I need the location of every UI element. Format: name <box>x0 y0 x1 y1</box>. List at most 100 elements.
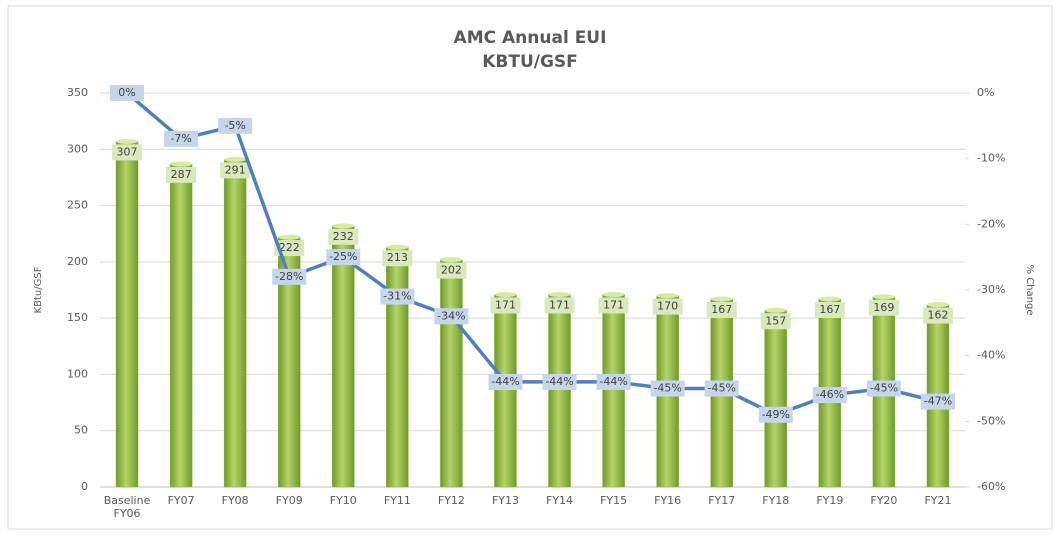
bar-label: 157 <box>765 314 786 327</box>
bar <box>494 294 517 488</box>
bar-label: 171 <box>549 299 570 312</box>
line-label: -49% <box>762 408 790 421</box>
line-label: -45% <box>708 382 736 395</box>
bar-cap <box>116 138 139 144</box>
line-label-box <box>110 85 145 101</box>
x-tick-label: FY11 <box>384 494 411 507</box>
bar-cap <box>494 292 517 298</box>
bar-label-box <box>166 166 197 183</box>
bar-label: 307 <box>117 145 138 158</box>
bar-label-box <box>922 307 953 324</box>
bar-cap <box>548 292 571 298</box>
bar-label-box <box>598 297 629 314</box>
x-tick-label: FY14 <box>546 494 573 507</box>
y-tick-label: 150 <box>67 311 88 324</box>
y-tick-label: 100 <box>67 367 88 380</box>
chart-subtitle: KBTU/GSF <box>482 52 578 72</box>
line-label-box <box>326 249 361 266</box>
bar-cap <box>278 234 301 240</box>
bar-label-box <box>814 302 845 319</box>
bar <box>764 310 788 488</box>
bar <box>386 246 409 488</box>
bar-cap <box>386 244 409 250</box>
bar-label-box <box>652 298 683 315</box>
line-label-box <box>704 380 739 397</box>
bar-cap <box>602 292 625 298</box>
bar-cap <box>224 156 247 162</box>
bar-cap <box>710 296 733 302</box>
bar-label: 170 <box>657 300 678 313</box>
x-tick-label: FY17 <box>708 494 735 507</box>
line-label: -28% <box>275 270 303 283</box>
bar-cap <box>764 307 787 313</box>
x-tick-label: FY07 <box>168 494 195 507</box>
bar-label: 162 <box>927 309 948 322</box>
bar-label-box <box>112 144 143 161</box>
line-label-box <box>920 393 955 410</box>
line-label-box <box>596 373 631 390</box>
x-tick-label: FY16 <box>654 494 681 507</box>
y2-tick-label: 0% <box>977 86 994 99</box>
line-label: -44% <box>545 375 573 388</box>
y2-tick-label: -60% <box>977 480 1005 493</box>
line-label: -31% <box>383 290 411 303</box>
line-label: -7% <box>170 132 191 145</box>
line-label: -34% <box>437 309 465 322</box>
line-label-box <box>218 117 253 134</box>
bar-cap <box>332 223 355 229</box>
y-tick-label: 200 <box>67 255 88 268</box>
x-tick-label: FY10 <box>330 494 357 507</box>
bar-label-box <box>328 228 359 245</box>
x-tick-label: Baseline FY06 <box>104 494 151 520</box>
line-label: -44% <box>599 375 627 388</box>
line-label: 0% <box>118 86 135 99</box>
line-label-box <box>164 130 199 147</box>
bar-label-box <box>382 250 413 267</box>
bar <box>602 294 625 488</box>
x-tick-label: FY13 <box>492 494 519 507</box>
y2-tick-label: -40% <box>977 349 1005 362</box>
line-label-box <box>542 373 577 390</box>
bar-label: 232 <box>333 230 354 243</box>
bar-label: 171 <box>495 299 516 312</box>
bar-label: 287 <box>171 168 192 181</box>
bar-label-box <box>706 302 737 319</box>
bar <box>115 141 139 488</box>
bar-label: 167 <box>711 303 732 316</box>
bar <box>169 163 193 488</box>
x-tick-label: FY20 <box>870 494 897 507</box>
line-label: -45% <box>870 382 898 395</box>
line-label: -5% <box>224 119 245 132</box>
chart-border <box>7 5 1053 530</box>
x-tick-label: FY21 <box>924 494 951 507</box>
bar-label-box <box>436 262 467 279</box>
line-label-box <box>866 380 901 397</box>
y-axis-title: KBtu/GSF <box>33 266 44 313</box>
x-tick-label: FY12 <box>438 494 465 507</box>
x-tick-label: FY09 <box>276 494 303 507</box>
bar <box>223 159 247 488</box>
y-tick-label: 0 <box>81 480 88 493</box>
line-label: -46% <box>816 388 844 401</box>
bar-label: 167 <box>819 303 840 316</box>
bar-label: 171 <box>603 299 624 312</box>
line-label-box <box>434 308 469 325</box>
bar-cap <box>170 161 193 167</box>
y2-tick-label: -50% <box>977 414 1005 427</box>
bar-label: 202 <box>441 264 462 277</box>
bar-cap <box>440 257 463 263</box>
line-label: -45% <box>653 382 681 395</box>
bar-cap <box>872 294 895 300</box>
line-label-box <box>272 268 307 285</box>
bar-label-box <box>760 313 791 330</box>
bar-cap <box>926 302 949 308</box>
line-label: -44% <box>491 375 519 388</box>
bar-label: 222 <box>279 241 300 254</box>
bar-cap <box>818 296 841 302</box>
bar-label: 291 <box>225 163 246 176</box>
line-label: -25% <box>329 250 357 263</box>
bar-label-box <box>490 297 521 314</box>
bar <box>440 259 463 488</box>
bar-label-box <box>544 297 575 314</box>
bar-label: 213 <box>387 251 408 264</box>
